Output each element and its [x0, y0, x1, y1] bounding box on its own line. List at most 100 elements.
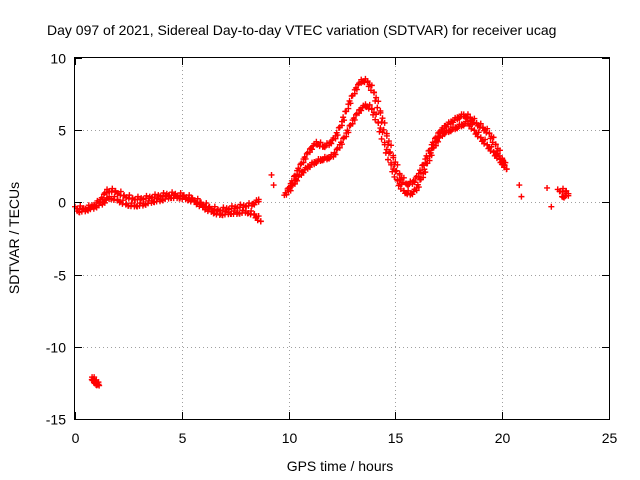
data-point [142, 201, 149, 208]
data-point [419, 162, 426, 169]
data-point [301, 154, 308, 161]
data-point [381, 119, 388, 126]
data-point [475, 129, 482, 136]
data-point [328, 140, 335, 147]
data-point [329, 136, 336, 143]
data-point [184, 197, 191, 204]
x-tick-label: 10 [282, 430, 298, 446]
data-point [421, 166, 428, 173]
data-point [395, 182, 402, 189]
data-point [340, 114, 347, 121]
data-point [381, 141, 388, 148]
data-point [398, 181, 405, 188]
data-point [377, 109, 384, 116]
data-point [391, 173, 398, 180]
x-tick-label: 15 [388, 430, 404, 446]
series-outlier [88, 374, 103, 389]
data-point [518, 193, 525, 200]
data-point [333, 129, 340, 136]
data-point [342, 108, 349, 115]
x-tick-label: 0 [72, 430, 80, 446]
data-point [417, 176, 424, 183]
data-point [394, 161, 401, 168]
data-point [373, 94, 380, 101]
data-point [444, 121, 451, 128]
data-point [333, 146, 340, 153]
data-point [344, 127, 351, 134]
data-point [482, 136, 489, 143]
data-point [297, 161, 304, 168]
data-point [295, 173, 302, 180]
data-point [348, 93, 355, 100]
data-point [308, 161, 315, 168]
data-point [493, 155, 500, 162]
data-point [255, 213, 262, 220]
data-point [417, 167, 424, 174]
data-point [565, 190, 572, 197]
data-point [270, 182, 277, 189]
data-point [422, 169, 429, 176]
y-tick-label: 5 [58, 123, 66, 139]
data-point [372, 116, 379, 123]
data-point [366, 101, 373, 108]
data-point [494, 150, 501, 157]
data-point [383, 132, 390, 139]
data-point [490, 134, 497, 141]
x-tick-label: 5 [179, 430, 187, 446]
y-axis-ticks: -15 -10 -5 0 5 10 [46, 51, 609, 428]
data-point [488, 143, 495, 150]
data-point [254, 217, 261, 224]
data-point [300, 169, 307, 176]
data-point [338, 139, 344, 146]
data-point [367, 87, 374, 94]
data-point [358, 107, 365, 114]
y-tick-label: -10 [46, 340, 66, 356]
data-point [352, 111, 359, 118]
data-point [350, 115, 357, 122]
data-point [346, 122, 353, 129]
data-point [84, 207, 91, 214]
data-point [394, 177, 401, 184]
y-axis-label: SDTVAR / TECUs [6, 182, 22, 294]
y-tick-label: -15 [46, 412, 66, 428]
series-upper-track [72, 75, 570, 214]
data-point [355, 81, 362, 88]
data-point [414, 181, 421, 188]
data-point [286, 185, 293, 192]
y-tick-label: -5 [54, 268, 67, 284]
data-point [436, 134, 443, 141]
data-point [492, 141, 499, 148]
data-point [548, 203, 555, 210]
data-point [257, 218, 264, 225]
data-point [429, 145, 436, 152]
data-point [282, 189, 289, 196]
data-point [317, 139, 324, 146]
data-point [374, 104, 381, 111]
x-axis-ticks: 0 5 10 15 20 25 [72, 58, 617, 446]
data-point [486, 130, 493, 137]
series-lower-track [74, 101, 572, 225]
data-point [252, 199, 259, 206]
data-point [438, 126, 445, 133]
data-point [98, 194, 105, 201]
data-point [385, 138, 392, 145]
data-point [481, 140, 488, 147]
data-point [379, 115, 386, 122]
data-point [268, 171, 275, 178]
data-point [377, 125, 384, 132]
data-point [487, 135, 494, 142]
data-point [384, 156, 391, 163]
x-tick-label: 20 [495, 430, 511, 446]
data-point [95, 202, 102, 209]
data-point [95, 381, 102, 388]
data-point [210, 210, 217, 217]
data-point [451, 117, 458, 124]
data-point [390, 154, 397, 161]
data-point [487, 147, 494, 154]
data-point [423, 160, 430, 167]
data-point [379, 129, 386, 136]
data-point [159, 197, 166, 204]
data-point [365, 83, 372, 90]
data-point [427, 149, 434, 156]
